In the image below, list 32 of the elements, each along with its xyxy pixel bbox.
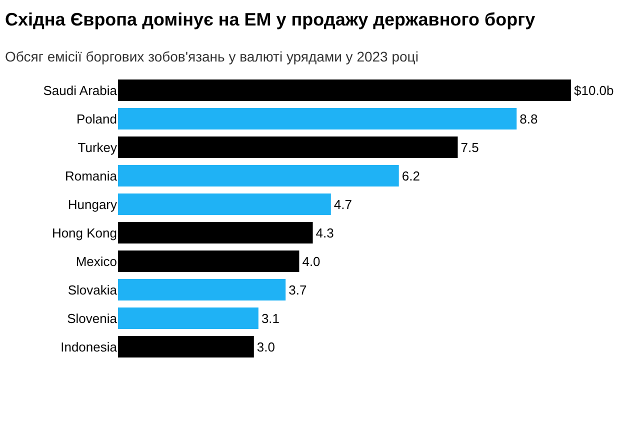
y-tick-label: Indonesia (60, 339, 118, 354)
data-label: 4.0 (302, 254, 320, 269)
data-label: 3.1 (261, 310, 280, 326)
y-tick-label: Turkey (78, 140, 118, 155)
bar (118, 336, 254, 358)
y-tick-label: Poland (76, 111, 117, 126)
bar (118, 222, 313, 244)
bar (118, 165, 399, 186)
bar (118, 279, 286, 300)
data-label: 4.7 (334, 196, 352, 212)
data-label: $10.0b (574, 82, 614, 98)
bar (118, 136, 458, 158)
y-tick-label: Mexico (76, 254, 117, 269)
y-tick-label: Hungary (68, 196, 118, 212)
chart-subtitle: Обсяг емісії боргових зобов'язань у валюті урядами у 2023 році (5, 48, 418, 64)
y-tick-label: Slovakia (68, 282, 118, 298)
data-label: 3.0 (256, 339, 275, 354)
data-label: 7.5 (460, 140, 479, 155)
y-tick-label: Romania (64, 168, 118, 184)
bar (118, 308, 258, 329)
bar (118, 108, 517, 130)
data-label: 3.7 (288, 282, 307, 298)
bar (118, 250, 300, 272)
y-tick-label: Saudi Arabia (43, 82, 118, 98)
data-label: 6.2 (402, 168, 420, 184)
data-label: 4.3 (316, 225, 334, 240)
y-tick-label: Slovenia (67, 310, 118, 326)
y-tick-label: Hong Kong (52, 225, 117, 240)
bar (118, 194, 331, 215)
data-label: 8.8 (520, 111, 538, 126)
chart-title: Східна Європа домінує на ЕМ у продажу державного боргу (5, 9, 536, 30)
bar (118, 80, 571, 101)
